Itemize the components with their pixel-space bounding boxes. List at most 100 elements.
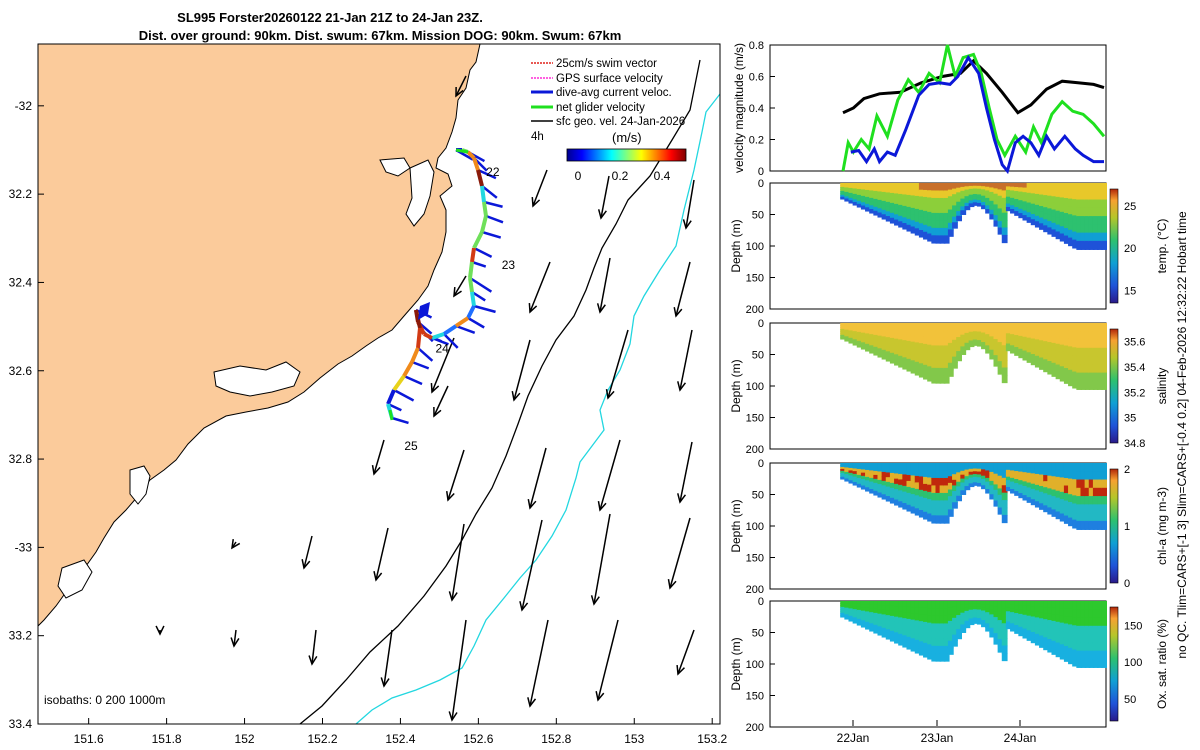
temperature-cell: [848, 185, 855, 189]
salinity-cell: [840, 323, 846, 326]
track-segment: [482, 201, 488, 217]
temperature-cell: [1026, 192, 1033, 199]
oxygen-cell: [877, 605, 884, 611]
salinity-cell: [1068, 377, 1074, 387]
chlorophyll-cell: [1092, 504, 1099, 514]
salinity-cell: [848, 327, 855, 332]
salinity-cell: [981, 332, 987, 337]
oxygen-cell: [1043, 637, 1049, 645]
salinity-cell: [952, 328, 958, 336]
chlorophyll-cell: [1051, 509, 1058, 517]
salinity-cell: [885, 323, 892, 329]
salinity-cell: [989, 327, 996, 333]
salinity-cell: [1026, 357, 1033, 363]
chlorophyll-cell: [1010, 463, 1016, 468]
chlorophyll-cell: [1072, 511, 1078, 521]
oxygen-cell: [1010, 601, 1016, 606]
chlorophyll-cell: [914, 475, 921, 484]
chlorophyll-cell: [1088, 520, 1095, 530]
temperature-cell: [943, 235, 950, 244]
temperature-cell: [989, 200, 996, 207]
chlorophyll-cell: [964, 469, 971, 474]
chlorophyll-cell: [852, 465, 859, 470]
chlorophyll-cell: [914, 488, 921, 497]
temperature-cell: [1092, 224, 1099, 234]
oxygen-cell: [865, 625, 871, 630]
chlorophyll-cell: [972, 465, 979, 470]
oxygen-cell: [840, 601, 846, 604]
oxygen-cell: [956, 633, 962, 640]
geo-arrow-head: [667, 579, 677, 590]
track-segment: [414, 309, 422, 329]
temperature-cell: [981, 192, 987, 197]
oxygen-cell: [923, 607, 929, 616]
chlorophyll-cell: [923, 504, 929, 513]
temperature-cell: [1022, 192, 1029, 198]
temperature-cell: [852, 185, 859, 190]
oxygen-cell: [910, 625, 917, 633]
chlorophyll-cell: [889, 463, 896, 469]
temperature-cell: [1080, 240, 1087, 250]
chlorophyll-cell: [1014, 491, 1020, 496]
oxygen-cell: [939, 638, 946, 647]
temperature-cell: [1080, 191, 1087, 201]
map-colorbar: [566, 148, 687, 162]
salinity-cell: [844, 323, 851, 327]
chlorophyll-cell: [956, 486, 962, 492]
oxygen-cell: [1034, 601, 1041, 608]
temperature-cell: [989, 205, 996, 211]
salinity-cell: [935, 337, 942, 347]
chlorophyll-cell: [840, 474, 846, 478]
temperature-cell: [873, 186, 880, 192]
salinity-cell: [1084, 356, 1091, 366]
oxygen-cell: [856, 615, 863, 620]
temperature-cell: [898, 215, 904, 223]
temperature-cell: [931, 227, 938, 237]
chlorophyll-cell: [976, 477, 983, 481]
temperature-cell: [1014, 187, 1020, 192]
salinity-cell: [910, 335, 917, 343]
oxygen-cell: [960, 624, 967, 630]
salinity-cell: [997, 342, 1004, 350]
oxygen-cell: [1043, 601, 1049, 608]
chlorophyll-cell: [894, 463, 900, 470]
temperature-cell: [956, 211, 962, 217]
oxygen-cell: [1034, 628, 1041, 635]
temperature-cell: [914, 202, 921, 210]
salinity-cell: [1092, 347, 1099, 357]
temperature-cell: [902, 188, 909, 196]
chlorophyll-ylabel: Depth (m): [729, 499, 743, 552]
temperature-cell: [989, 209, 996, 216]
chlorophyll-cell: [910, 506, 917, 514]
chlorophyll-cell: [1068, 478, 1074, 488]
chlorophyll-cell: [869, 477, 875, 483]
temperature-cell: [860, 192, 867, 197]
temperature-cell: [865, 207, 871, 212]
chlorophyll-cell: [976, 468, 983, 473]
oxygen-cell: [1088, 609, 1095, 619]
oxygen-cell: [1072, 641, 1078, 651]
temperature-cell: [1039, 206, 1045, 213]
salinity-cell: [964, 342, 971, 347]
temperature-cell: [931, 205, 938, 214]
salinity-cell: [976, 325, 983, 330]
temperature-cell: [1088, 183, 1095, 193]
track-segment: [442, 324, 458, 336]
oxygen-cell: [1001, 601, 1008, 610]
oxygen-cell: [935, 630, 942, 640]
geo-arrow-head: [528, 302, 538, 314]
oxygen-cell: [923, 628, 929, 637]
salinity-cell: [873, 326, 880, 332]
oxygen-cell: [1005, 621, 1012, 626]
chlorophyll-cell: [989, 485, 996, 491]
chlorophyll-cell: [1034, 479, 1041, 486]
temperature-cell: [1080, 216, 1087, 226]
salinity-cell: [935, 345, 942, 354]
temperature-cell: [1059, 233, 1066, 242]
temperature-cell: [972, 199, 979, 204]
chlorophyll-cell: [1043, 499, 1049, 507]
temperature-cell: [1043, 195, 1049, 202]
oxygen-cell: [997, 620, 1004, 628]
salinity-cell: [993, 360, 1000, 367]
chlorophyll-cell: [976, 465, 983, 470]
